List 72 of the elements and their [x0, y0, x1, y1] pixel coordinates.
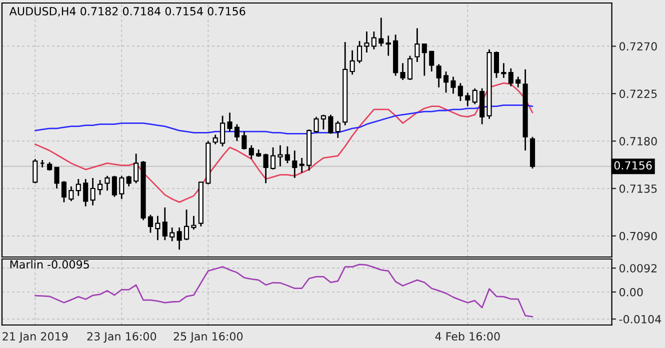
- ref-line-label: 0.7156: [614, 161, 652, 170]
- candlestick: [83, 178, 88, 208]
- x-tick-label: 21 Jan 2019: [2, 332, 68, 343]
- x-tick-label: 25 Jan 16:00: [174, 332, 243, 343]
- candlestick: [494, 50, 500, 79]
- y-tick-label: -0.0104: [619, 315, 662, 324]
- candlestick: [320, 114, 326, 130]
- candlestick: [414, 28, 420, 63]
- candlestick: [364, 30, 370, 54]
- y-tick-label: 0.7225: [619, 90, 657, 98]
- candlestick: [501, 62, 506, 79]
- candlestick: [227, 112, 232, 132]
- x-tick-label: 4 Feb 16:00: [435, 332, 500, 341]
- candlestick: [104, 175, 110, 192]
- candlestick: [314, 116, 319, 134]
- candlestick: [32, 158, 38, 184]
- candlestick: [328, 114, 334, 134]
- candlestick: [176, 226, 182, 250]
- candlestick: [242, 130, 247, 150]
- candlestick: [400, 62, 406, 81]
- candlestick: [299, 157, 304, 174]
- candlestick: [284, 146, 290, 164]
- candlestick: [155, 215, 160, 241]
- y-tick-label: 0.7270: [619, 42, 657, 51]
- y-tick-label: 0.00: [619, 288, 643, 296]
- candlestick: [443, 70, 449, 94]
- candlestick: [508, 68, 514, 87]
- chart-title: AUDUSD,H4 0.7182 0.7184 0.7154 0.7156: [9, 7, 246, 17]
- y-tick-label: 0.7135: [619, 184, 657, 193]
- candlestick: [386, 34, 391, 56]
- candlestick: [126, 175, 132, 188]
- candlestick: [450, 76, 456, 94]
- candlestick: [335, 120, 340, 139]
- candlestick: [97, 179, 103, 196]
- candlestick: [248, 144, 254, 160]
- candlestick: [429, 50, 434, 72]
- candlestick: [90, 177, 96, 206]
- candlestick: [170, 226, 175, 242]
- y-tick-label: 0.7090: [619, 232, 657, 240]
- x-tick-label: 23 Jan 16:00: [87, 332, 156, 343]
- candlestick: [68, 186, 74, 202]
- candlestick: [516, 76, 521, 88]
- candlestick: [184, 208, 190, 241]
- candlestick: [422, 43, 427, 76]
- candlestick: [112, 175, 117, 198]
- candlestick: [472, 88, 478, 105]
- candlestick: [61, 180, 67, 203]
- candlestick: [350, 50, 355, 76]
- candlestick: [220, 115, 226, 148]
- candlestick: [148, 214, 154, 234]
- candlestick: [263, 153, 268, 184]
- candlestick: [371, 30, 376, 50]
- candlestick: [458, 82, 463, 102]
- candlestick: [234, 124, 240, 142]
- candlestick: [162, 206, 168, 241]
- candlestick: [54, 166, 60, 190]
- candlestick: [191, 215, 196, 230]
- y-tick-label: 0.0092: [619, 264, 657, 272]
- candlestick: [134, 153, 139, 184]
- candlestick: [292, 150, 298, 179]
- candlestick: [407, 55, 413, 81]
- chart-title: Marlin -0.0095: [10, 260, 89, 269]
- candlestick: [436, 63, 442, 88]
- candlestick: [378, 17, 384, 47]
- y-tick-label: 0.7180: [619, 137, 657, 146]
- candlestick: [212, 134, 218, 145]
- candlestick: [270, 146, 276, 170]
- candlestick: [465, 92, 470, 107]
- candlestick: [76, 178, 81, 197]
- candlestick: [119, 175, 124, 200]
- candlestick: [278, 144, 283, 168]
- candlestick: [356, 40, 362, 64]
